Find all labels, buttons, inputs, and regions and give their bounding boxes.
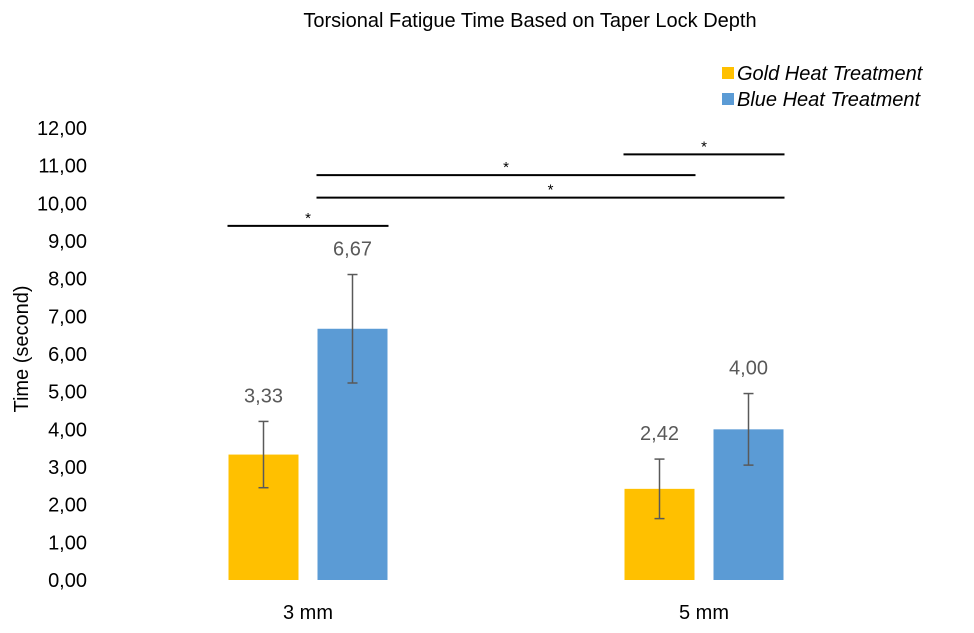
data-label: 3,33 <box>244 385 283 407</box>
data-label: 4,00 <box>729 358 768 380</box>
legend-label: Gold Heat Treatment <box>737 63 924 85</box>
legend-swatch <box>722 67 734 79</box>
legend-swatch <box>722 93 734 105</box>
bars <box>228 328 784 580</box>
error-bars <box>258 273 754 520</box>
y-tick-label: 6,00 <box>48 344 87 366</box>
y-tick-label: 0,00 <box>48 570 87 592</box>
y-tick-label: 3,00 <box>48 457 87 479</box>
y-tick-label: 12,00 <box>37 118 87 140</box>
x-tick-label: 3 mm <box>283 602 333 624</box>
y-axis-label: Time (second) <box>11 285 33 412</box>
data-labels: 3,33 2,42 6,67 4,00 <box>244 239 768 446</box>
significance-marker: * <box>503 159 509 176</box>
chart-title: Torsional Fatigue Time Based on Taper Lo… <box>303 10 756 32</box>
y-tick-label: 7,00 <box>48 306 87 328</box>
y-tick-label: 5,00 <box>48 382 87 404</box>
legend: Gold Heat Treatment Blue Heat Treatment <box>722 63 924 111</box>
y-tick-label: 2,00 <box>48 495 87 517</box>
y-axis-ticks: 0,00 1,00 2,00 3,00 4,00 5,00 6,00 7,00 8,00 9,00… <box>37 118 87 592</box>
significance-brackets: * * * * <box>227 138 785 227</box>
y-tick-label: 11,00 <box>38 156 87 178</box>
y-tick-label: 8,00 <box>48 269 87 291</box>
significance-marker: * <box>701 138 707 155</box>
y-tick-label: 10,00 <box>37 193 87 215</box>
x-axis-ticks: 3 mm 5 mm <box>283 602 729 624</box>
significance-marker: * <box>305 210 311 227</box>
data-label: 6,67 <box>333 239 372 261</box>
legend-label: Blue Heat Treatment <box>737 89 921 111</box>
data-label: 2,42 <box>640 423 679 445</box>
y-tick-label: 1,00 <box>48 532 87 554</box>
y-tick-label: 4,00 <box>48 419 87 441</box>
y-tick-label: 9,00 <box>48 231 87 253</box>
significance-marker: * <box>548 182 554 199</box>
x-tick-label: 5 mm <box>679 602 729 624</box>
